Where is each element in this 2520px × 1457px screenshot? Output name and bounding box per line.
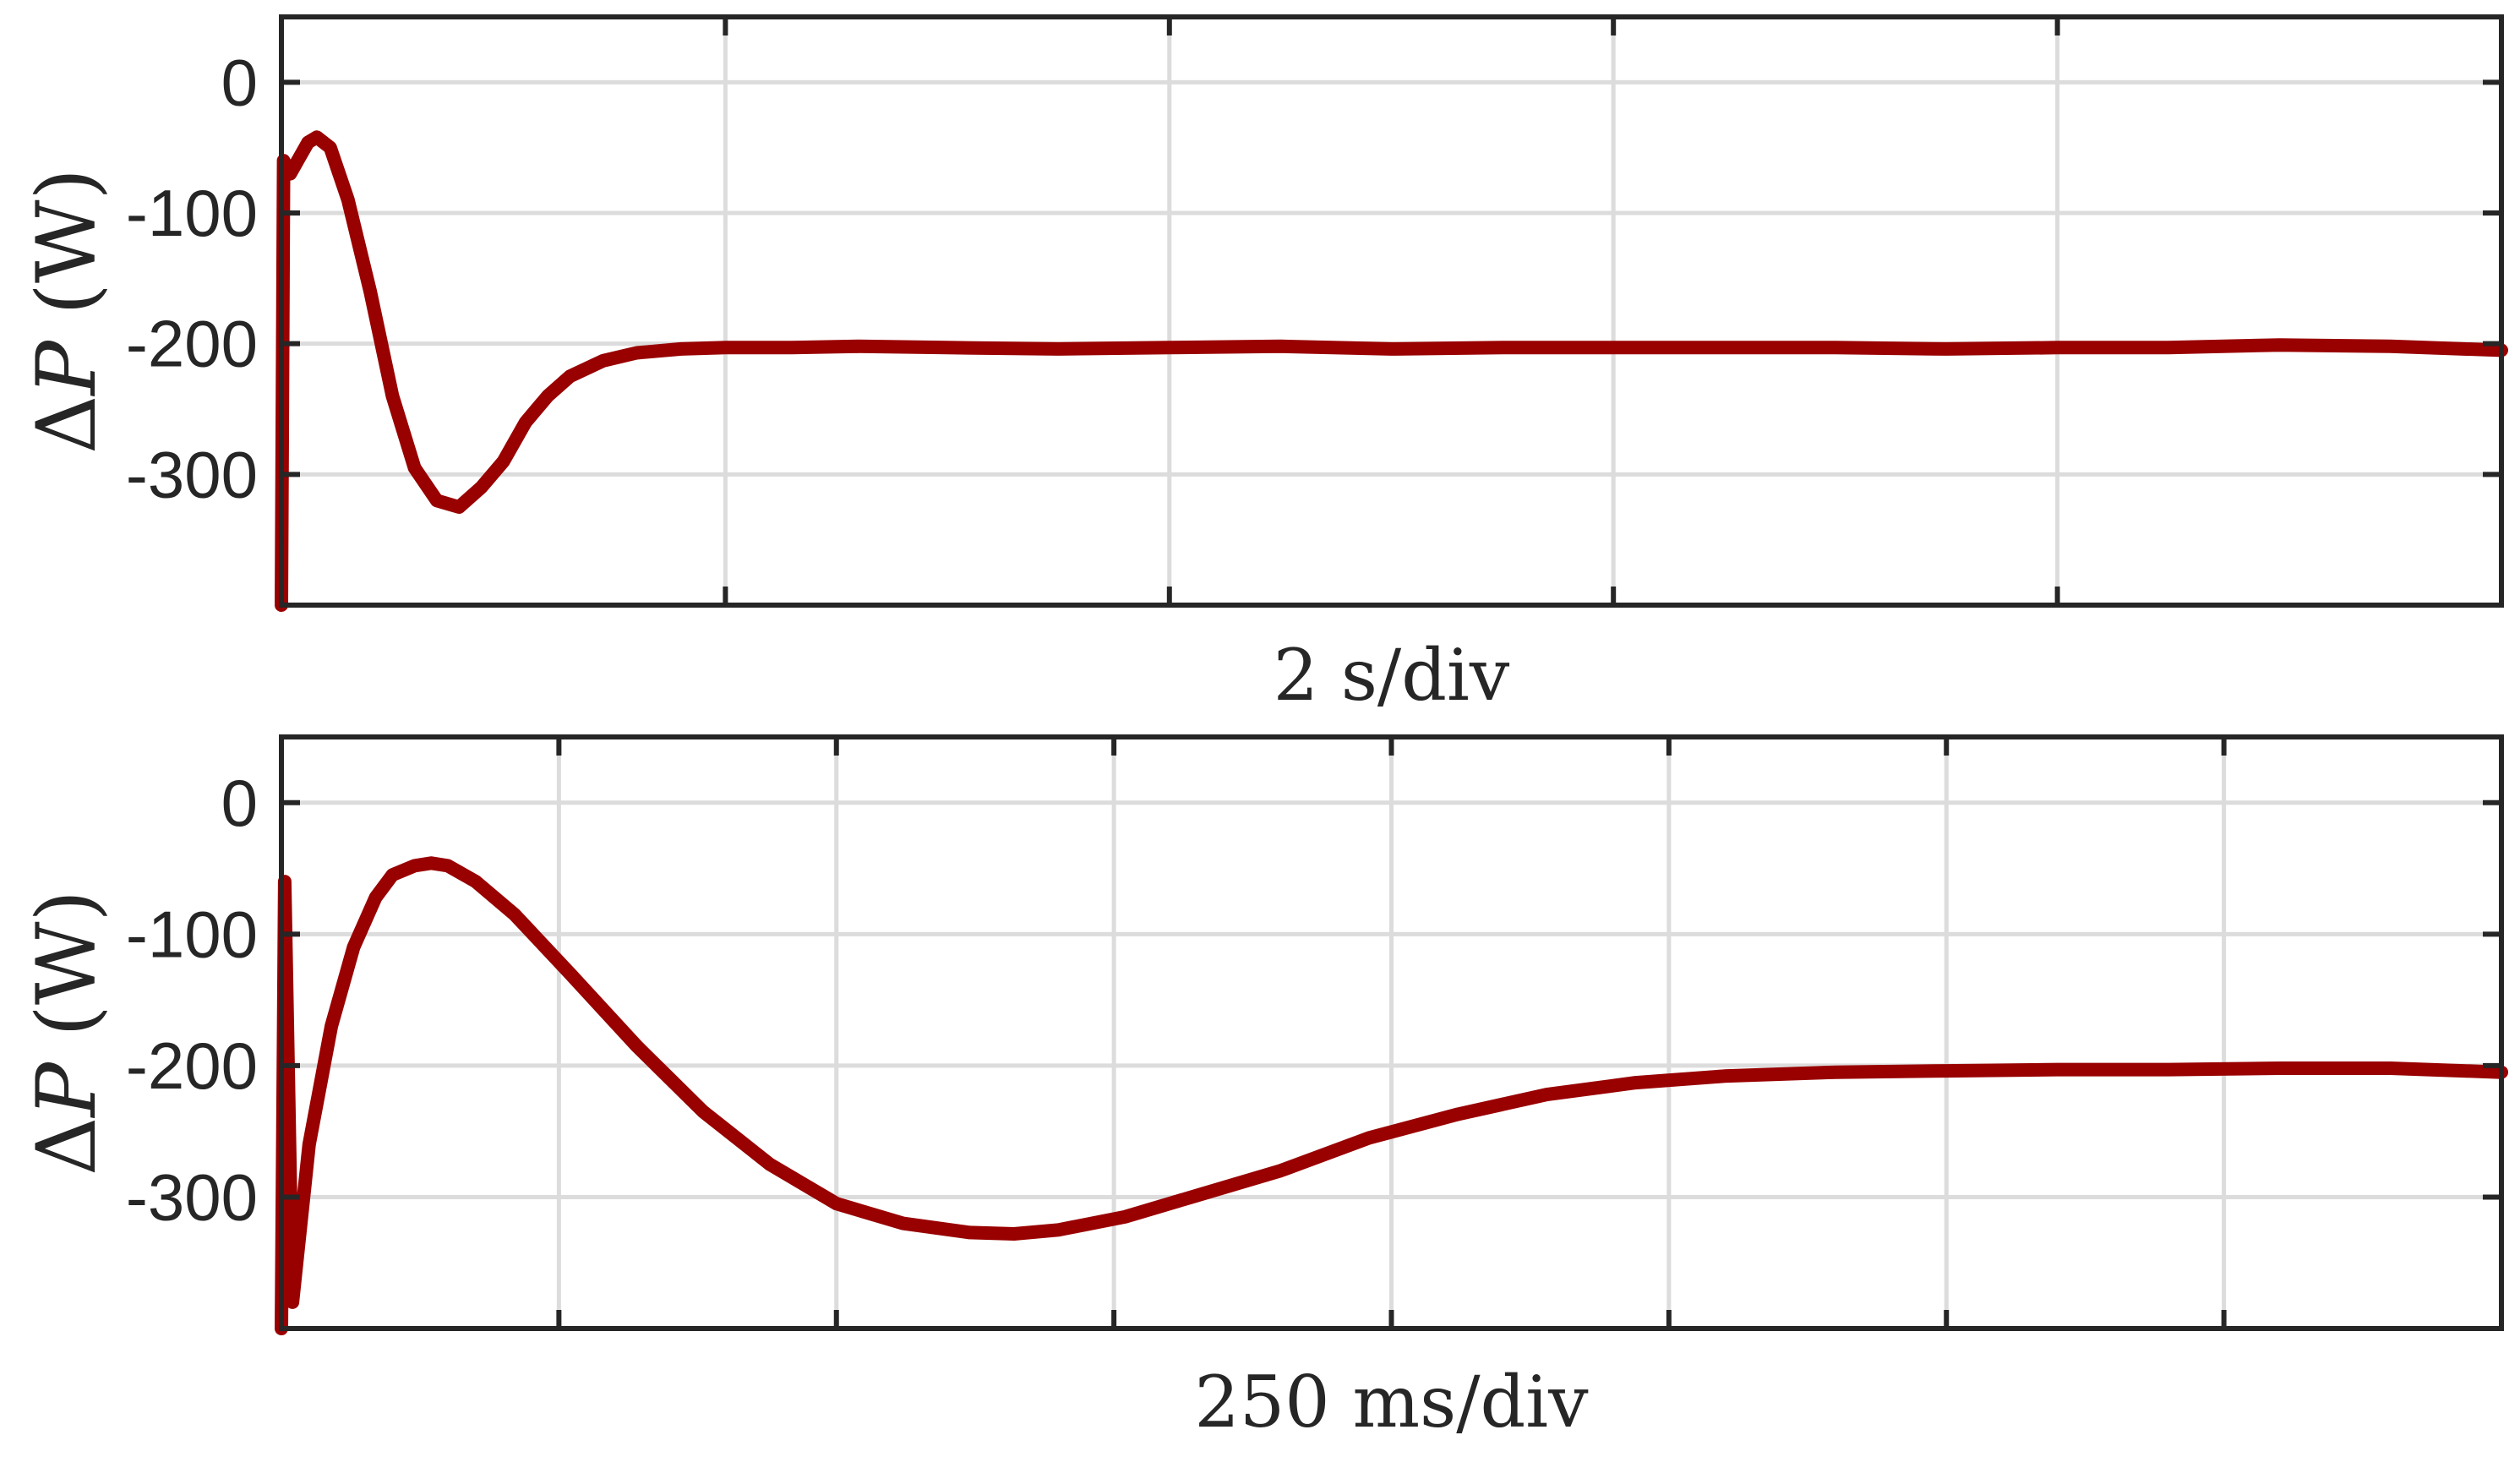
y-axis-label: ΔP (W) [19, 890, 114, 1176]
axes-frame [279, 14, 2504, 608]
y-tick-label: -200 [126, 1029, 258, 1103]
y-tick-label: -300 [126, 1160, 258, 1234]
y-tick-label: 0 [221, 766, 258, 840]
y-tick-label: -100 [126, 176, 258, 250]
y-tick-label: -300 [126, 437, 258, 511]
power-deviation-line [275, 856, 2508, 1335]
y-tick-label: -200 [126, 307, 258, 381]
plot-area [281, 17, 2501, 605]
y-axis-label: ΔP (W) [19, 168, 114, 454]
y-tick-label: -100 [126, 897, 258, 971]
x-axis-label: 2 s/div [1274, 634, 1510, 717]
power-deviation-line [275, 130, 2508, 612]
y-tick-label: 0 [221, 45, 258, 119]
x-axis-label: 250 ms/div [1194, 1361, 1589, 1443]
